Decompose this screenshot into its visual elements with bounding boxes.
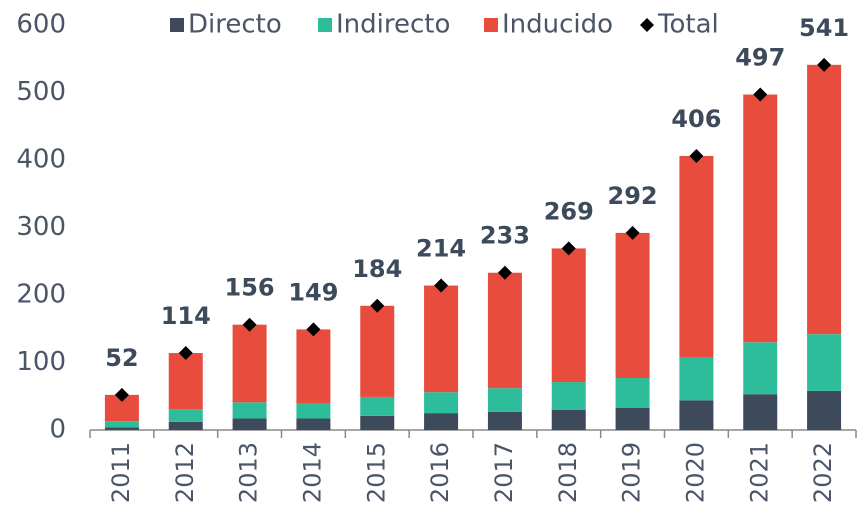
total-marker <box>114 387 129 402</box>
y-tick-label: 300 <box>16 212 66 242</box>
y-tick-label: 600 <box>16 10 66 40</box>
data-label: 156 <box>225 274 275 302</box>
bar-segment <box>232 418 267 430</box>
bar-segment <box>232 324 267 403</box>
bar-segment <box>360 305 395 397</box>
bar-segment <box>807 64 842 335</box>
x-tick-label: 2015 <box>362 442 390 503</box>
x-tick-label: 2013 <box>235 442 263 503</box>
total-marker <box>242 317 257 332</box>
bar-segment <box>360 415 395 430</box>
bar-segment <box>743 342 778 395</box>
data-label: 184 <box>352 255 402 283</box>
bar-segment <box>679 400 714 430</box>
bar-segment <box>615 232 650 379</box>
bar-segment <box>743 394 778 430</box>
legend-label: Inducido <box>502 10 613 40</box>
bar-segment <box>424 285 459 393</box>
bar-segment <box>679 357 714 401</box>
legend-swatch <box>640 18 654 32</box>
bar-segment <box>615 378 650 408</box>
data-label: 269 <box>544 197 594 225</box>
bar-segment <box>296 329 331 403</box>
total-marker <box>561 241 576 256</box>
bar-segment <box>487 272 522 389</box>
data-label: 149 <box>288 278 338 306</box>
legend-swatch <box>318 18 332 32</box>
bar-segment <box>168 353 203 410</box>
bar-segment <box>743 94 778 343</box>
data-label: 497 <box>735 44 785 72</box>
bar-segment <box>807 390 842 430</box>
legend-swatch <box>170 18 184 32</box>
x-tick-label: 2017 <box>490 442 518 503</box>
y-tick-label: 0 <box>49 415 66 445</box>
total-marker <box>753 87 768 102</box>
bar-segment <box>104 427 139 430</box>
total-marker <box>434 278 449 293</box>
legend-swatch <box>484 18 498 32</box>
y-tick-label: 200 <box>16 280 66 310</box>
y-tick-label: 100 <box>16 347 66 377</box>
x-tick-label: 2011 <box>107 442 135 503</box>
total-marker <box>370 298 385 313</box>
x-tick-label: 2020 <box>681 442 709 503</box>
x-tick-label: 2018 <box>554 442 582 503</box>
legend-label: Directo <box>188 10 282 40</box>
bar-segment <box>232 402 267 419</box>
bar-segment <box>551 409 586 430</box>
data-label: 292 <box>608 182 658 210</box>
y-tick-label: 500 <box>16 77 66 107</box>
bar-segment <box>168 421 203 430</box>
x-tick-label: 2012 <box>171 442 199 503</box>
total-marker <box>497 265 512 280</box>
data-label: 233 <box>480 222 530 250</box>
data-label: 214 <box>416 235 466 263</box>
x-tick-label: 2021 <box>745 442 773 503</box>
bar-segment <box>296 403 331 419</box>
legend-label: Total <box>657 10 719 40</box>
x-tick-label: 2016 <box>426 442 454 503</box>
bar-segment <box>487 388 522 412</box>
bar-segment <box>360 396 395 416</box>
data-label: 52 <box>105 344 138 372</box>
bar-segment <box>487 411 522 430</box>
bar-segment <box>104 421 139 428</box>
x-tick-label: 2022 <box>809 442 837 503</box>
total-marker <box>817 57 832 72</box>
legend-label: Indirecto <box>336 10 450 40</box>
data-label: 541 <box>799 14 849 42</box>
bar-segment <box>168 409 203 422</box>
bar-segment <box>296 418 331 430</box>
bar-segment <box>424 392 459 414</box>
bar-segment <box>424 413 459 430</box>
bar-segment <box>551 248 586 383</box>
bar-segment <box>679 155 714 358</box>
data-label: 406 <box>671 105 721 133</box>
x-tick-label: 2014 <box>298 442 326 503</box>
total-marker <box>178 346 193 361</box>
total-marker <box>625 225 640 240</box>
total-marker <box>689 148 704 163</box>
bar-segment <box>551 382 586 410</box>
x-tick-label: 2019 <box>618 442 646 503</box>
data-label: 114 <box>161 302 211 330</box>
total-marker <box>306 322 321 337</box>
bar-segment <box>615 407 650 430</box>
bar-segment <box>807 334 842 391</box>
y-tick-label: 400 <box>16 145 66 175</box>
